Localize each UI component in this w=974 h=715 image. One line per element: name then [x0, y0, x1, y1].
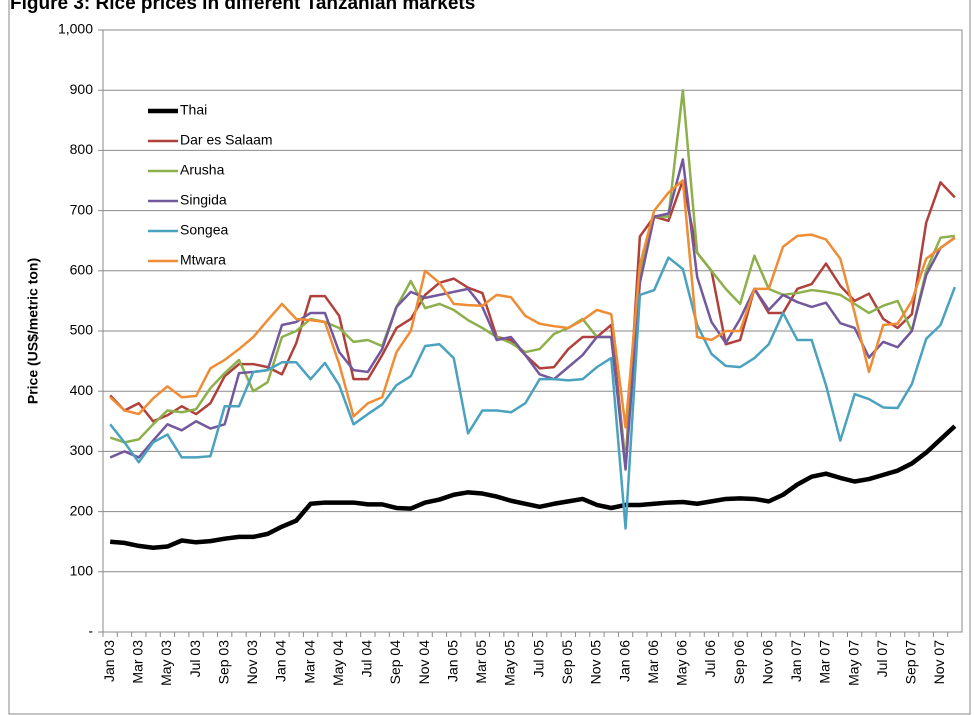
x-tick-label: Sep 03	[215, 640, 231, 685]
legend-label: Arusha	[180, 162, 225, 178]
x-tick-label: Nov 04	[416, 640, 432, 685]
legend-label: Dar es Salaam	[180, 132, 273, 148]
x-tick-label: Nov 06	[759, 640, 775, 685]
legend-label: Thai	[180, 102, 207, 118]
series-line	[109, 88, 955, 465]
series-line	[109, 179, 956, 465]
legend-label: Mtwara	[180, 252, 226, 268]
chart-title: Figure 3: Rice prices in different Tanza…	[10, 0, 475, 14]
y-tick-label: 100	[70, 563, 94, 579]
series-line	[109, 424, 957, 550]
y-tick-label: 200	[70, 502, 94, 518]
x-tick-label: Jul 07	[874, 640, 890, 678]
y-tick-label: 300	[70, 442, 94, 458]
x-tick-label: Nov 05	[588, 640, 604, 685]
x-tick-label: Jan 06	[616, 640, 632, 682]
y-tick-label: 600	[70, 262, 94, 278]
x-tick-label: Jul 05	[530, 640, 546, 678]
y-tick-label: 700	[70, 201, 94, 217]
x-tick-label: Mar 07	[817, 640, 833, 684]
x-tick-label: Jul 04	[359, 640, 375, 678]
x-tick-label: Jul 03	[187, 640, 203, 678]
series-line	[109, 158, 956, 471]
y-tick-label: -	[88, 623, 93, 639]
series-line	[109, 179, 956, 429]
x-tick-label: Mar 05	[473, 640, 489, 684]
x-tick-label: Sep 07	[903, 640, 919, 685]
y-axis-label: Price (US$/metric ton)	[25, 258, 41, 404]
x-tick-label: Nov 07	[931, 640, 947, 685]
y-tick-label: 900	[70, 81, 94, 97]
y-tick-label: 500	[70, 322, 94, 338]
legend-label: Singida	[180, 192, 227, 208]
x-tick-label: Sep 04	[387, 640, 403, 685]
x-tick-label: Sep 06	[731, 640, 747, 685]
x-tick-label: May 05	[502, 640, 518, 686]
x-tick-label: Jan 05	[444, 640, 460, 682]
x-tick-label: Jan 03	[101, 640, 117, 682]
y-tick-label: 400	[70, 382, 94, 398]
chart-frame	[8, 0, 971, 715]
x-tick-label: Sep 05	[559, 640, 575, 685]
y-tick-label: 800	[70, 141, 94, 157]
y-tick-label: 1,000	[58, 21, 93, 37]
x-tick-label: Mar 06	[645, 640, 661, 684]
x-tick-label: Jan 07	[788, 640, 804, 682]
x-tick-label: Mar 03	[129, 640, 145, 684]
x-tick-label: Jul 06	[702, 640, 718, 678]
x-tick-label: May 06	[674, 640, 690, 686]
x-tick-label: Mar 04	[301, 640, 317, 684]
x-tick-label: May 07	[845, 640, 861, 686]
x-tick-label: Nov 03	[244, 640, 260, 685]
x-tick-label: May 03	[158, 640, 174, 686]
x-tick-label: Jan 04	[273, 640, 289, 682]
legend-label: Songea	[180, 222, 228, 238]
x-tick-label: May 04	[330, 640, 346, 686]
series-line	[109, 256, 957, 530]
